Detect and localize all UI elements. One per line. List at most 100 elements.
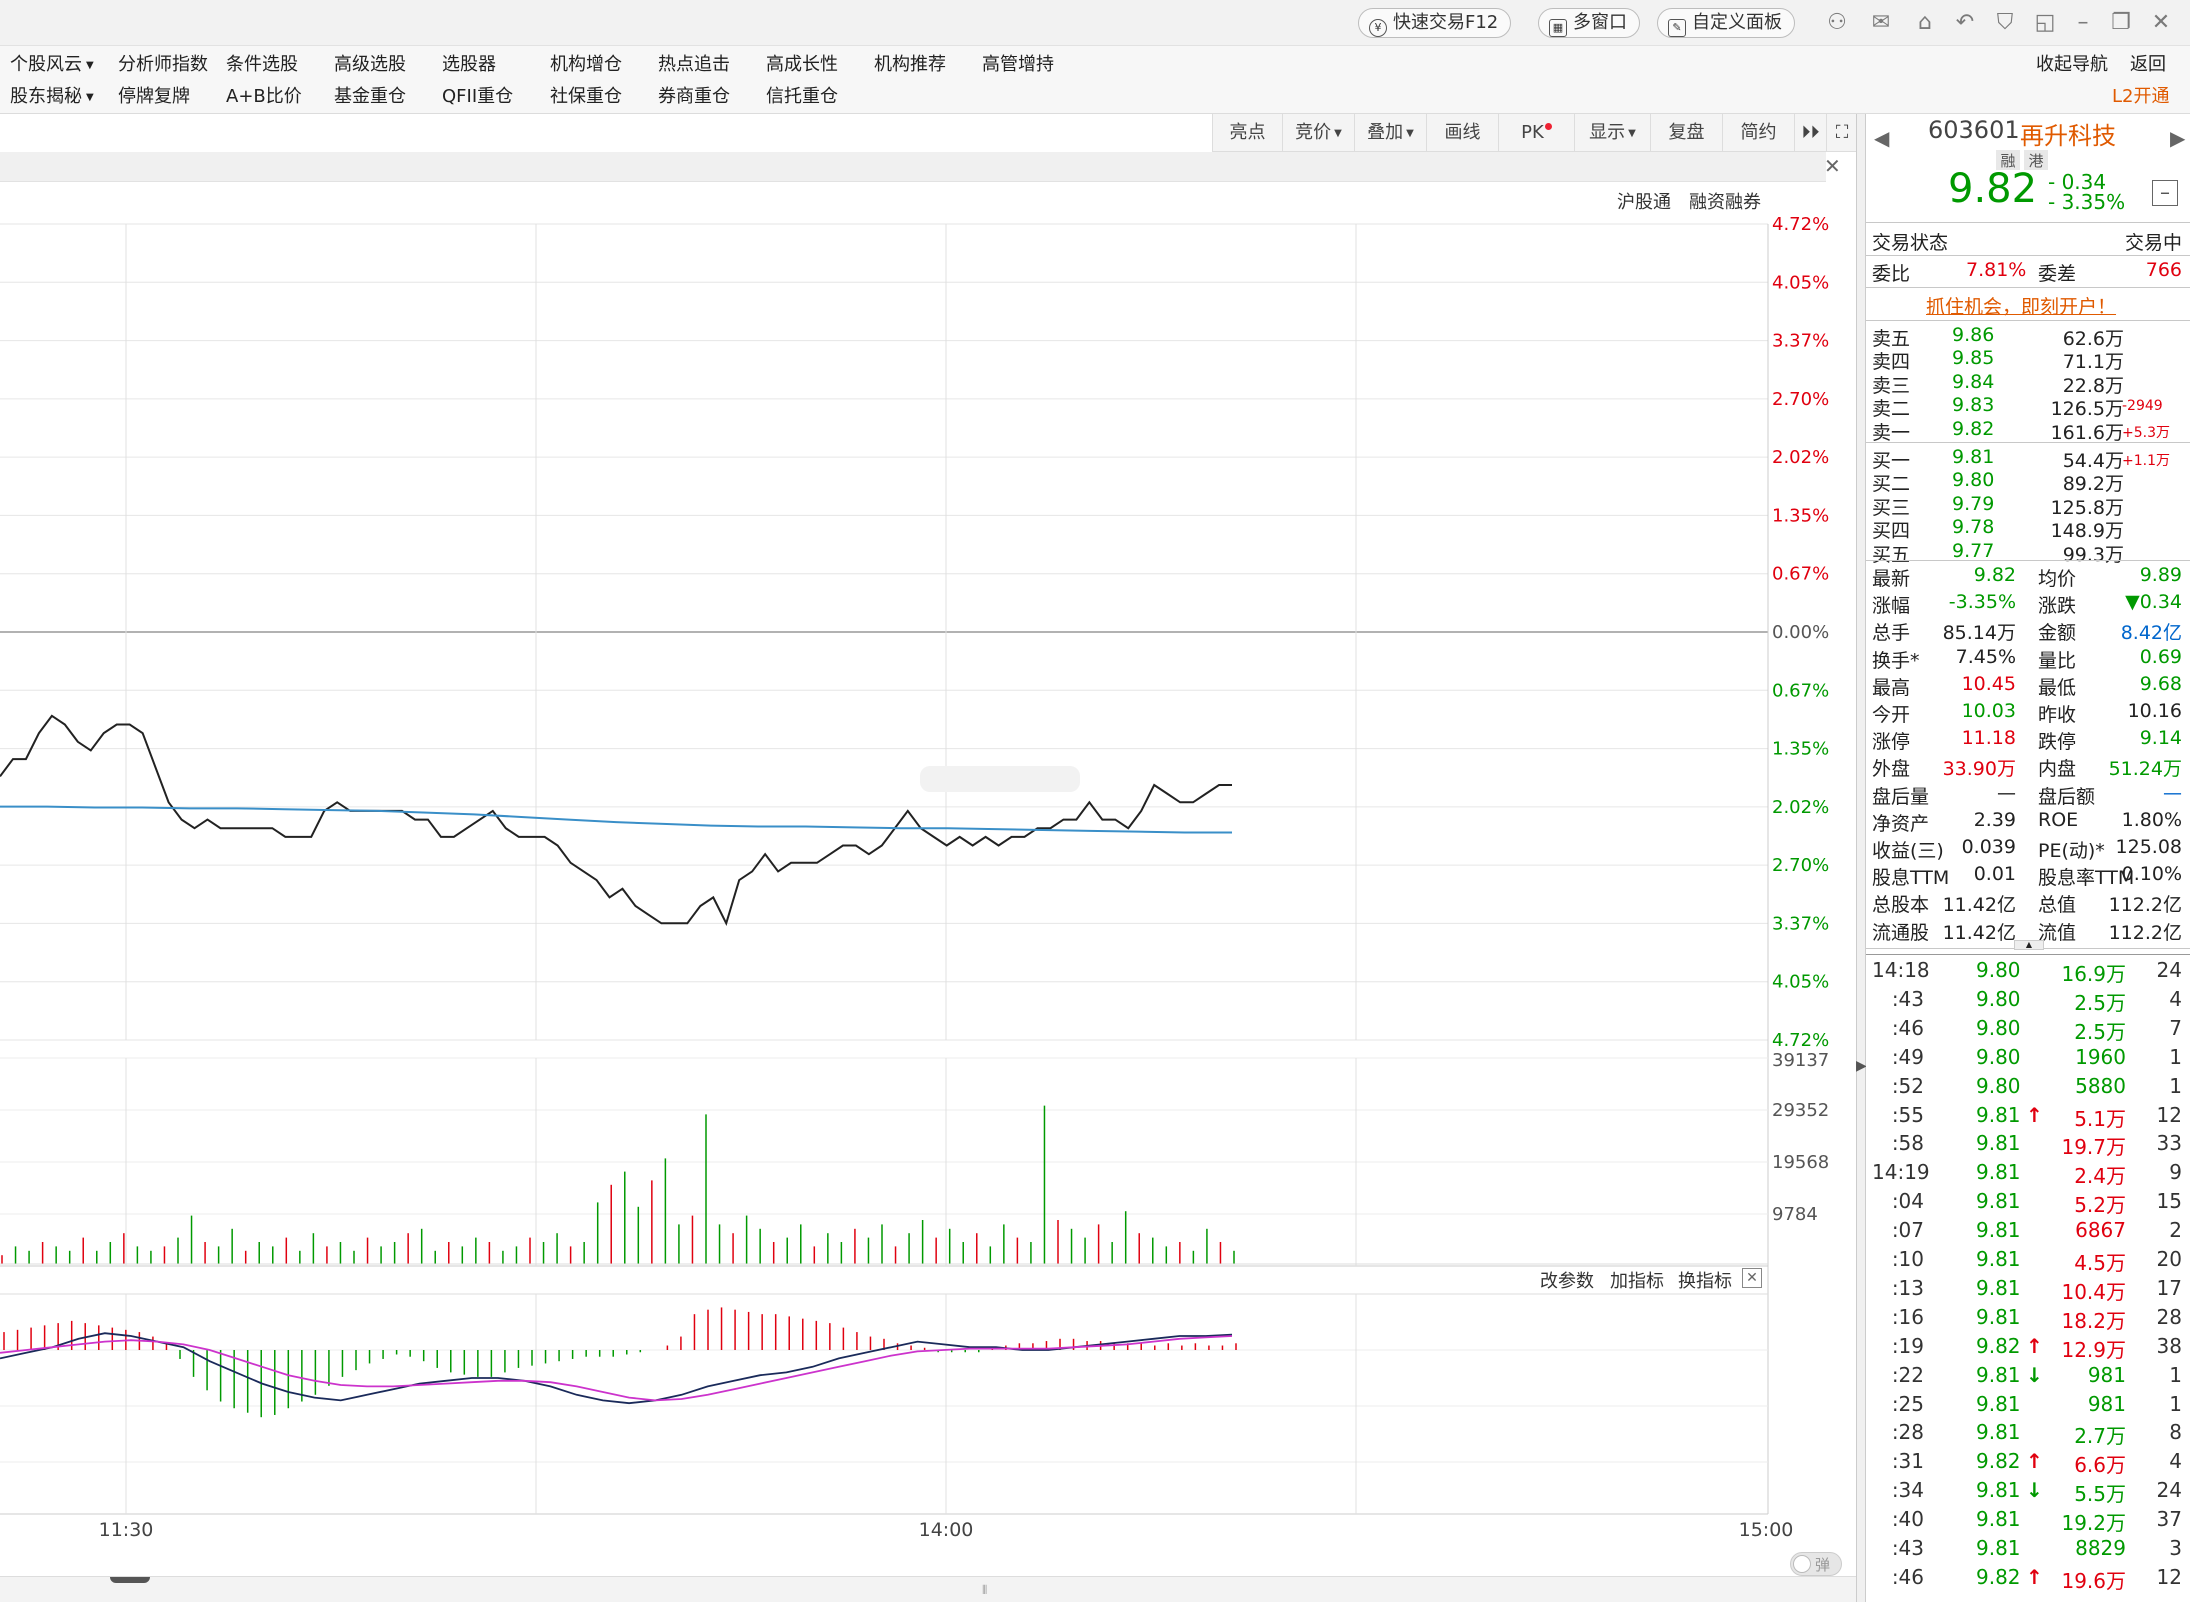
toolbar-display-button[interactable]: 显示 ▼	[1575, 114, 1651, 152]
trade-row[interactable]: :34 9.81 ↓ 5.5万 24	[1866, 1478, 2190, 1507]
menu-item-condition-pick[interactable]: 条件选股	[226, 54, 298, 75]
trade-row[interactable]: :04 9.81 5.2万 15	[1866, 1189, 2190, 1218]
back-link[interactable]: 返回	[2130, 54, 2166, 75]
trade-row[interactable]: :22 9.81 ↓ 981 1	[1866, 1363, 2190, 1392]
trade-row[interactable]: :28 9.81 2.7万 8	[1866, 1420, 2190, 1449]
trade-row[interactable]: :40 9.81 19.2万 37	[1866, 1507, 2190, 1536]
macd-params-button[interactable]: 改参数	[1540, 1271, 1594, 1292]
scroll-grip-icon[interactable]: ⦀	[982, 1583, 988, 1597]
custom-panel-button[interactable]: ✎ 自定义面板	[1657, 8, 1795, 38]
menu-item-trust-heavy[interactable]: 信托重仓	[766, 86, 838, 107]
trade-row[interactable]: 14:18 9.80 16.9万 24	[1866, 958, 2190, 987]
trade-row[interactable]: :19 9.82 ↑ 12.9万 38	[1866, 1334, 2190, 1363]
close-icon[interactable]: ✕	[2151, 10, 2171, 35]
menu-item-stock-wind[interactable]: 个股风云 ▼	[10, 54, 94, 77]
close-indicator-icon[interactable]: ✕	[1742, 1268, 1762, 1288]
sell-row[interactable]: 卖三 9.84 22.8万	[1866, 371, 2190, 397]
menu-item-broker-heavy[interactable]: 券商重仓	[658, 86, 730, 107]
prev-stock-icon[interactable]: ◀	[1874, 126, 1890, 150]
l2-open-link[interactable]: L2开通	[2112, 86, 2170, 107]
collapse-nav-link[interactable]: 收起导航	[2036, 54, 2108, 75]
menu-item-analyst-index[interactable]: 分析师指数	[118, 54, 208, 75]
trade-row[interactable]: :31 9.82 ↑ 6.6万 4	[1866, 1449, 2190, 1478]
stat-value: 112.2亿	[2108, 894, 2182, 917]
trade-row[interactable]: :46 9.80 2.5万 7	[1866, 1016, 2190, 1045]
quick-trade-button[interactable]: ¥ 快速交易F12	[1358, 8, 1512, 38]
menu-item-advanced-pick[interactable]: 高级选股	[334, 54, 406, 75]
multi-window-button[interactable]: ▦ 多窗口	[1538, 8, 1640, 38]
collapse-quote-icon[interactable]: –	[2152, 180, 2178, 206]
collapse-stats-icon[interactable]: ▲	[2014, 940, 2044, 950]
menu-item-social-heavy[interactable]: 社保重仓	[550, 86, 622, 107]
sell-row[interactable]: 卖四 9.85 71.1万	[1866, 347, 2190, 373]
horizontal-scrollbar[interactable]: ⦀	[0, 1576, 1856, 1602]
buy-row[interactable]: 买三 9.79 125.8万	[1866, 493, 2190, 519]
user-icon[interactable]: ⚇	[1827, 10, 1847, 35]
trade-row[interactable]: :10 9.81 4.5万 20	[1866, 1247, 2190, 1276]
menu-item-inst-increase[interactable]: 机构增仓	[550, 54, 622, 75]
toolbar-simple-button[interactable]: 简约	[1723, 114, 1795, 152]
toolbar-pk-button[interactable]: PK	[1499, 114, 1575, 152]
open-account-promo-link[interactable]: 抓住机会，即刻开户！	[1926, 296, 2117, 318]
trade-row[interactable]: 14:19 9.81 2.4万 9	[1866, 1160, 2190, 1189]
buy-row[interactable]: 买四 9.78 148.9万	[1866, 516, 2190, 542]
trade-row[interactable]: :46 9.82 ↑ 19.6万 12	[1866, 1565, 2190, 1594]
trade-row[interactable]: :52 9.80 5880 1	[1866, 1074, 2190, 1103]
trade-row[interactable]: :43 9.80 2.5万 4	[1866, 987, 2190, 1016]
mail-icon[interactable]: ✉	[1871, 10, 1891, 35]
menu-item-shareholders[interactable]: 股东揭秘 ▼	[10, 86, 94, 109]
hugutong-label[interactable]: 沪股通	[1617, 192, 1671, 213]
menu-item-ab-compare[interactable]: A+B比价	[226, 86, 302, 107]
panel-divider[interactable]: ▶	[1856, 114, 1867, 1602]
toolbar-draw-button[interactable]: 画线	[1427, 114, 1499, 152]
trade-row[interactable]: :07 9.81 6867 2	[1866, 1218, 2190, 1247]
trade-row[interactable]: :25 9.81 981 1	[1866, 1392, 2190, 1421]
fast-forward-icon[interactable]: ⏵⏵	[1795, 114, 1827, 152]
undo-icon[interactable]: ↶	[1955, 10, 1975, 35]
intraday-chart[interactable]: 4.72% 4.05% 3.37% 2.70% 2.02% 1.35% 0.67% 0.00%…	[0, 114, 1856, 1602]
stat-value: 11.42亿	[1942, 894, 2016, 917]
menu-item-exec-holding[interactable]: 高管增持	[982, 54, 1054, 75]
shirt-icon[interactable]: ⛉	[1996, 10, 2014, 35]
danmaku-toggle[interactable]: 弹	[1790, 1552, 1842, 1576]
toolbar-replay-button[interactable]: 复盘	[1651, 114, 1723, 152]
trade-time: :13	[1891, 1275, 1924, 1300]
toolbar-auction-button[interactable]: 竞价 ▼	[1283, 114, 1355, 152]
trade-row[interactable]: :49 9.80 1960 1	[1866, 1045, 2190, 1074]
menu-item-hot-chase[interactable]: 热点追击	[658, 54, 730, 75]
trade-row[interactable]: :43 9.81 8829 3	[1866, 1536, 2190, 1565]
stat-label: PE(动)*	[2038, 840, 2105, 862]
trade-row[interactable]: :13 9.81 10.4万 17	[1866, 1276, 2190, 1305]
trade-row[interactable]: :58 9.81 19.7万 33	[1866, 1131, 2190, 1160]
sell-row[interactable]: 卖一 9.82 161.6万 +5.3万	[1866, 417, 2190, 444]
minimize-icon[interactable]: –	[2077, 10, 2089, 35]
menu-item-inst-recommend[interactable]: 机构推荐	[874, 54, 946, 75]
sell-row[interactable]: 卖五 9.86 62.6万	[1866, 324, 2190, 350]
menu-item-fund-heavy[interactable]: 基金重仓	[334, 86, 406, 107]
toolbar-overlay-button[interactable]: 叠加 ▼	[1355, 114, 1427, 152]
margin-label[interactable]: 融资融券	[1689, 192, 1761, 213]
buy-row[interactable]: 买二 9.80 89.2万	[1866, 469, 2190, 495]
expand-arrow-icon[interactable]: ▶	[1856, 1058, 1867, 1074]
stat-value: 10.16	[2127, 700, 2182, 722]
window-mode-icon[interactable]: ◱	[2034, 10, 2056, 35]
menu-item-high-growth[interactable]: 高成长性	[766, 54, 838, 75]
menu-item-stock-picker[interactable]: 选股器	[442, 54, 496, 75]
buy-row[interactable]: 买一 9.81 54.4万 +1.1万	[1866, 446, 2190, 472]
menu-item-qfii-heavy[interactable]: QFII重仓	[442, 86, 514, 107]
next-stock-icon[interactable]: ▶	[2170, 126, 2186, 150]
add-indicator-button[interactable]: 加指标	[1610, 1271, 1664, 1292]
scroll-thumb[interactable]	[110, 1577, 150, 1583]
sell-row[interactable]: 卖二 9.83 126.5万 -2949	[1866, 394, 2190, 420]
sell-price: 9.82	[1952, 417, 1995, 440]
close-chart-icon[interactable]: ✕	[1824, 154, 1841, 178]
toolbar-highlight-button[interactable]: 亮点	[1213, 114, 1283, 152]
home-icon[interactable]: ⌂	[1918, 10, 1932, 35]
up-arrow-icon: ↑	[2026, 1564, 2043, 1589]
trade-row[interactable]: :55 9.81 ↑ 5.1万 12	[1866, 1103, 2190, 1132]
trade-row[interactable]: :16 9.81 18.2万 28	[1866, 1305, 2190, 1334]
fullscreen-icon[interactable]: ⛶	[1835, 122, 1849, 143]
menu-item-suspension[interactable]: 停牌复牌	[118, 86, 190, 107]
switch-indicator-button[interactable]: 换指标	[1678, 1271, 1732, 1292]
restore-icon[interactable]: ❐	[2111, 10, 2131, 35]
